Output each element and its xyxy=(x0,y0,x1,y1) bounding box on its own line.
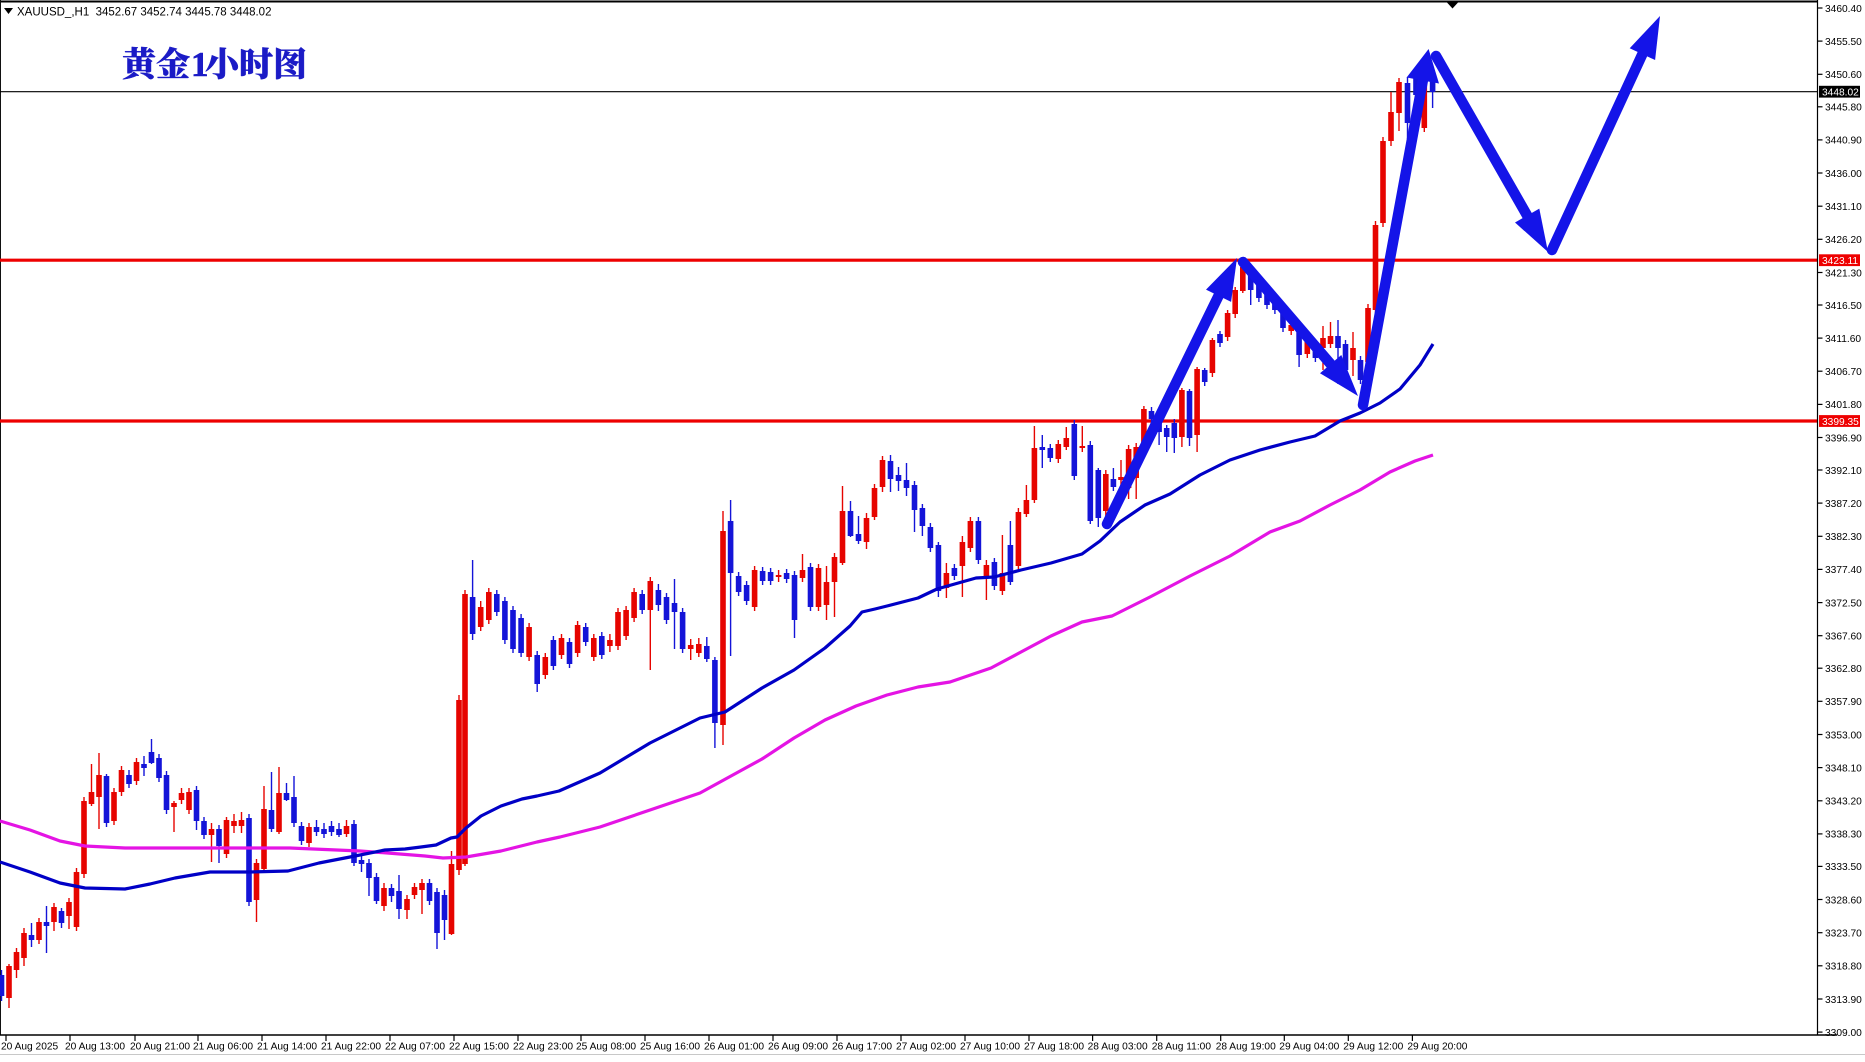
svg-text:28 Aug 11:00: 28 Aug 11:00 xyxy=(1152,1042,1212,1053)
svg-text:3423.11: 3423.11 xyxy=(1822,256,1858,267)
svg-text:29 Aug 20:00: 29 Aug 20:00 xyxy=(1407,1042,1467,1053)
svg-text:22 Aug 07:00: 22 Aug 07:00 xyxy=(385,1042,445,1053)
svg-text:3323.70: 3323.70 xyxy=(1825,929,1862,940)
svg-text:28 Aug 19:00: 28 Aug 19:00 xyxy=(1216,1042,1276,1053)
svg-text:27 Aug 02:00: 27 Aug 02:00 xyxy=(896,1042,956,1053)
svg-text:3353.00: 3353.00 xyxy=(1825,730,1862,741)
svg-text:3357.90: 3357.90 xyxy=(1825,697,1862,708)
svg-text:3445.80: 3445.80 xyxy=(1825,103,1862,114)
svg-text:3399.35: 3399.35 xyxy=(1822,417,1859,428)
svg-text:3426.20: 3426.20 xyxy=(1825,235,1862,246)
svg-text:3382.30: 3382.30 xyxy=(1825,532,1862,543)
svg-text:3460.40: 3460.40 xyxy=(1825,4,1862,15)
svg-text:21 Aug 22:00: 21 Aug 22:00 xyxy=(321,1042,381,1053)
svg-text:XAUUSD_,H1 3452.67 3452.74 34: XAUUSD_,H1 3452.67 3452.74 3445.78 3448.… xyxy=(17,7,271,19)
svg-text:20 Aug 21:00: 20 Aug 21:00 xyxy=(130,1042,190,1053)
svg-text:3416.50: 3416.50 xyxy=(1825,301,1862,312)
svg-text:3448.02: 3448.02 xyxy=(1822,88,1859,99)
svg-text:3318.80: 3318.80 xyxy=(1825,962,1862,973)
svg-text:3392.10: 3392.10 xyxy=(1825,466,1862,477)
svg-text:21 Aug 06:00: 21 Aug 06:00 xyxy=(193,1042,253,1053)
svg-text:3440.90: 3440.90 xyxy=(1825,136,1862,147)
svg-text:3343.20: 3343.20 xyxy=(1825,797,1862,808)
svg-text:3348.10: 3348.10 xyxy=(1825,763,1862,774)
svg-text:26 Aug 01:00: 26 Aug 01:00 xyxy=(704,1042,764,1053)
svg-text:1: 1 xyxy=(191,45,209,84)
svg-text:21 Aug 14:00: 21 Aug 14:00 xyxy=(257,1042,317,1053)
svg-text:3450.60: 3450.60 xyxy=(1825,70,1862,81)
svg-text:29 Aug 04:00: 29 Aug 04:00 xyxy=(1279,1042,1339,1053)
svg-text:3367.60: 3367.60 xyxy=(1825,632,1862,643)
svg-text:3436.00: 3436.00 xyxy=(1825,169,1862,180)
svg-text:3396.90: 3396.90 xyxy=(1825,433,1862,444)
svg-text:3387.20: 3387.20 xyxy=(1825,499,1862,510)
svg-text:26 Aug 17:00: 26 Aug 17:00 xyxy=(832,1042,892,1053)
svg-text:3309.00: 3309.00 xyxy=(1825,1028,1862,1039)
svg-text:20 Aug 13:00: 20 Aug 13:00 xyxy=(65,1042,125,1053)
svg-text:29 Aug 12:00: 29 Aug 12:00 xyxy=(1343,1042,1403,1053)
svg-text:3421.30: 3421.30 xyxy=(1825,268,1862,279)
svg-text:3377.40: 3377.40 xyxy=(1825,565,1862,576)
svg-text:3455.50: 3455.50 xyxy=(1825,37,1862,48)
svg-text:3362.80: 3362.80 xyxy=(1825,664,1862,675)
svg-text:25 Aug 08:00: 25 Aug 08:00 xyxy=(576,1042,636,1053)
svg-text:3372.50: 3372.50 xyxy=(1825,598,1862,609)
svg-text:27 Aug 18:00: 27 Aug 18:00 xyxy=(1024,1042,1084,1053)
svg-text:3338.30: 3338.30 xyxy=(1825,830,1862,841)
svg-text:3328.60: 3328.60 xyxy=(1825,895,1862,906)
svg-text:26 Aug 09:00: 26 Aug 09:00 xyxy=(768,1042,828,1053)
svg-text:22 Aug 23:00: 22 Aug 23:00 xyxy=(513,1042,573,1053)
svg-text:22 Aug 15:00: 22 Aug 15:00 xyxy=(449,1042,509,1053)
svg-text:28 Aug 03:00: 28 Aug 03:00 xyxy=(1088,1042,1148,1053)
svg-text:20 Aug 2025: 20 Aug 2025 xyxy=(1,1042,59,1053)
svg-text:3333.50: 3333.50 xyxy=(1825,862,1862,873)
svg-text:25 Aug 16:00: 25 Aug 16:00 xyxy=(640,1042,700,1053)
svg-text:27 Aug 10:00: 27 Aug 10:00 xyxy=(960,1042,1020,1053)
svg-text:3406.70: 3406.70 xyxy=(1825,367,1862,378)
svg-text:3401.80: 3401.80 xyxy=(1825,400,1862,411)
svg-text:3431.10: 3431.10 xyxy=(1825,202,1862,213)
svg-text:3411.60: 3411.60 xyxy=(1825,334,1861,345)
svg-text:3313.90: 3313.90 xyxy=(1825,995,1862,1006)
